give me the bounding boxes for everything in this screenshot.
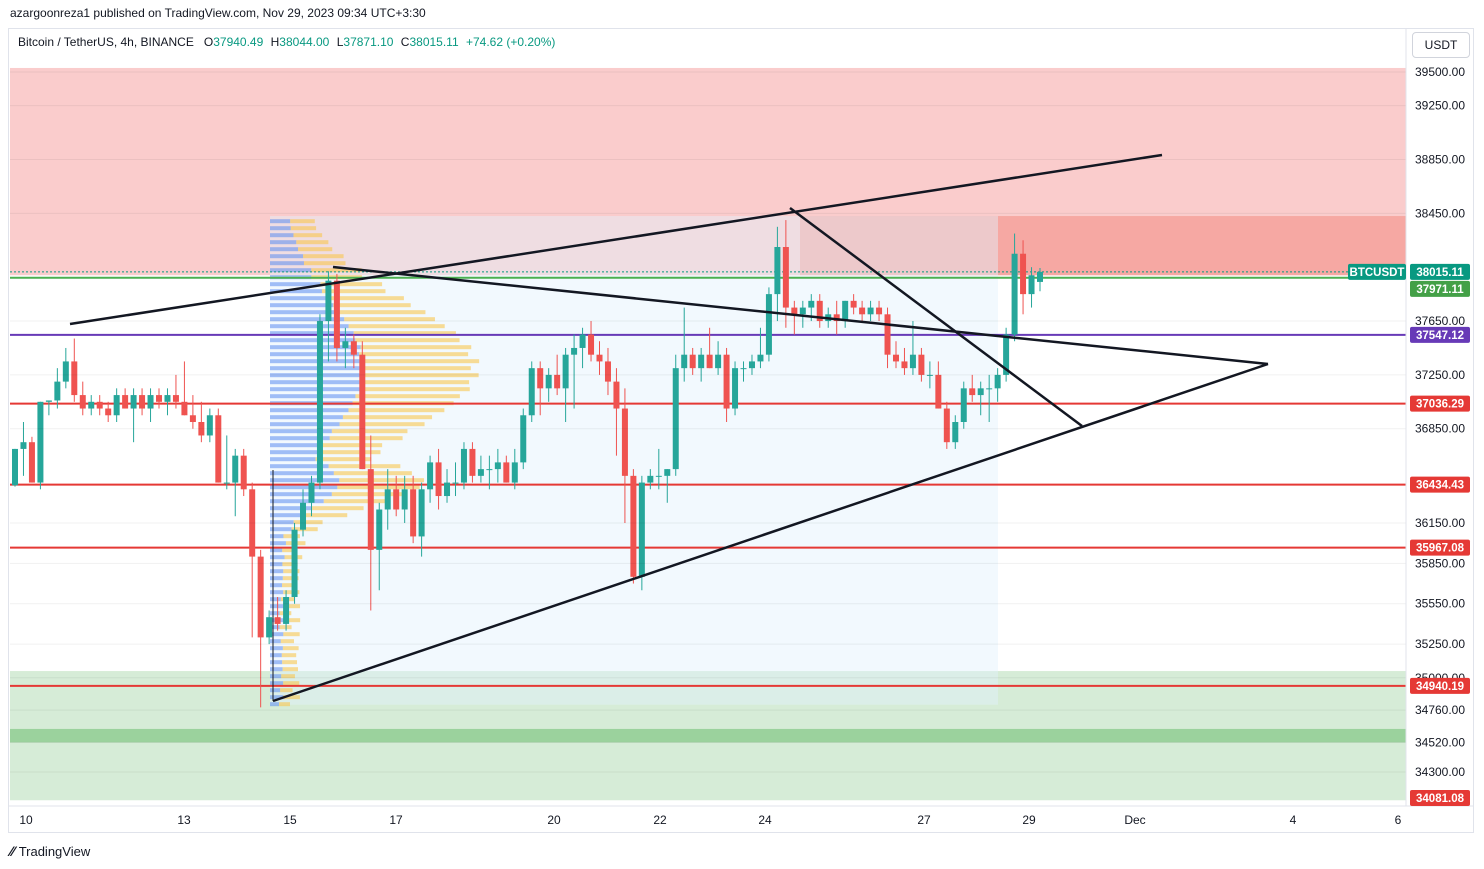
symbol-name[interactable]: Bitcoin / TetherUS, 4h, BINANCE	[18, 35, 194, 49]
close-value: 38015.11	[409, 35, 459, 49]
publisher-line: azargoonreza1 published on TradingView.c…	[10, 6, 426, 20]
tradingview-logo-icon: ⁄⁄	[10, 843, 15, 859]
low-value: 37871.10	[343, 35, 394, 49]
footer-brand[interactable]: TradingView	[18, 843, 91, 859]
currency-button[interactable]: USDT	[1412, 32, 1470, 58]
close-label: C	[400, 35, 410, 49]
high-value: 38044.00	[279, 35, 330, 49]
change-value: +74.62 (+0.20%)	[465, 35, 556, 49]
footer: ⁄⁄ TradingView	[10, 843, 90, 859]
open-value: 37940.49	[213, 35, 264, 49]
symbol-info-bar: Bitcoin / TetherUS, 4h, BINANCE O37940.4…	[18, 35, 559, 49]
low-label: L	[336, 35, 344, 49]
open-label: O	[203, 35, 214, 49]
high-label: H	[270, 35, 280, 49]
chart-frame	[8, 28, 1474, 833]
